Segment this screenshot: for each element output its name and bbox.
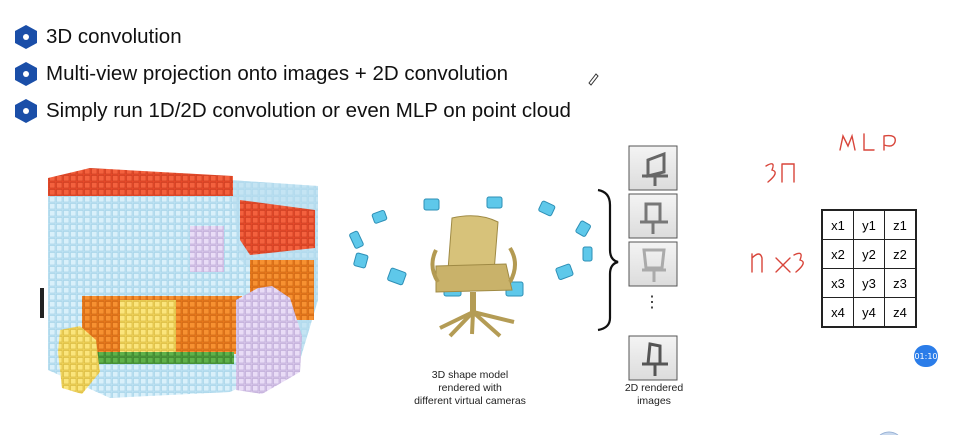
caption-line: rendered with xyxy=(438,382,502,394)
table-cell: x1 xyxy=(822,210,854,240)
camera-icon xyxy=(387,267,407,286)
table-cell: y3 xyxy=(853,268,885,298)
table-cell: y1 xyxy=(853,210,885,240)
table-cell: x2 xyxy=(822,239,854,269)
camera-icon xyxy=(538,200,556,217)
hexagon-bullet-icon xyxy=(15,24,37,49)
table-row: x3 y3 z3 xyxy=(822,268,916,298)
camera-icon xyxy=(349,230,364,249)
handwritten-annotations xyxy=(751,133,896,273)
bullet-text: Multi-view projection onto images + 2D c… xyxy=(46,61,509,85)
rendered-caption: 2D rendered images xyxy=(604,382,704,408)
bullet-item: Multi-view projection onto images + 2D c… xyxy=(14,55,571,92)
table-cell: z1 xyxy=(884,210,916,240)
table-cell: y2 xyxy=(853,239,885,269)
table-row: x1 y1 z1 xyxy=(822,210,916,240)
camera-icon xyxy=(555,263,574,280)
table-row: x4 y4 z4 xyxy=(822,297,916,327)
hexagon-bullet-icon xyxy=(15,61,37,86)
table-cell: x3 xyxy=(822,268,854,298)
camera-icon xyxy=(353,252,369,269)
point-cloud-table: x1 y1 z1 x2 y2 z2 x3 y3 z3 x4 y4 z4 xyxy=(821,209,917,328)
model-caption: 3D shape model rendered with different v… xyxy=(404,369,536,408)
pen-cursor-icon xyxy=(588,73,599,86)
camera-icon xyxy=(486,196,503,209)
bullet-list: 3D convolution Multi-view projection ont… xyxy=(14,18,571,129)
timer-badge[interactable]: 01:10 xyxy=(914,345,938,367)
ellipsis-vertical: ⋮ xyxy=(644,294,660,311)
rendered-view-thumbnail xyxy=(628,145,678,191)
rendered-view-thumbnail xyxy=(628,335,678,381)
bracket-brace xyxy=(597,188,619,332)
camera-icon xyxy=(371,209,388,224)
office-chair-model xyxy=(430,215,517,338)
table-cell: z3 xyxy=(884,268,916,298)
bullet-text: Simply run 1D/2D convolution or even MLP… xyxy=(46,98,571,122)
bullet-item: Simply run 1D/2D convolution or even MLP… xyxy=(14,92,571,129)
camera-icon xyxy=(423,198,440,211)
table-cell: x4 xyxy=(822,297,854,327)
camera-icon xyxy=(582,246,593,262)
table-cell: z2 xyxy=(884,239,916,269)
hexagon-bullet-icon xyxy=(15,98,37,123)
partial-arrow-icon xyxy=(879,431,899,435)
caption-line: 3D shape model xyxy=(431,369,509,381)
caption-line: images xyxy=(637,395,671,407)
table-cell: z4 xyxy=(884,297,916,327)
table-cell: y4 xyxy=(853,297,885,327)
table-row: x2 y2 z2 xyxy=(822,239,916,269)
bullet-item: 3D convolution xyxy=(14,18,571,55)
caption-line: different virtual cameras xyxy=(414,395,526,407)
camera-icon xyxy=(575,220,591,237)
voxel-house-image xyxy=(40,168,318,398)
caption-line: 2D rendered xyxy=(624,382,684,394)
bullet-text: 3D convolution xyxy=(46,24,182,48)
rendered-view-thumbnails xyxy=(628,145,678,381)
